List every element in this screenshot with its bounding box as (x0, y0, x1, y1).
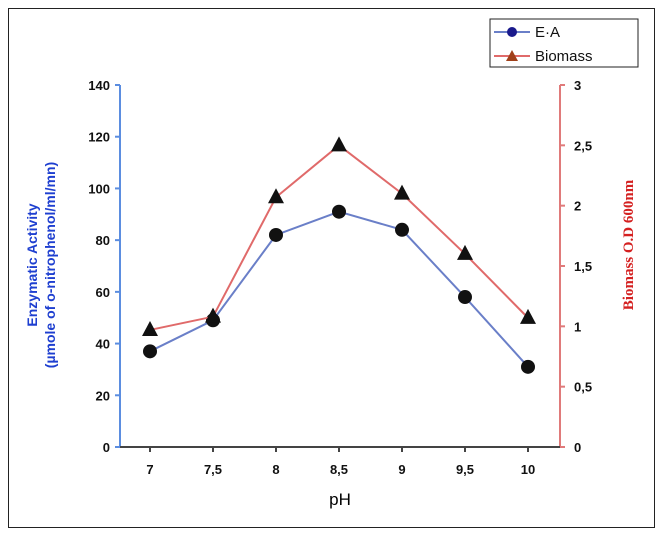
data-point-biomass (268, 188, 284, 204)
right-y-tick-label: 0,5 (574, 380, 592, 395)
data-point-biomass (142, 320, 158, 336)
left-y-tick-label: 120 (88, 130, 110, 145)
data-point-ea (143, 344, 157, 359)
legend-marker-biomass (506, 50, 518, 61)
left-y-tick-label: 60 (96, 285, 110, 300)
right-axis-title: Biomass O.D 600nm (621, 179, 637, 310)
left-axis-title-line2: (µmole of o-nitrophenol/ml/mn) (42, 162, 58, 368)
x-tick-label: 8 (272, 462, 279, 477)
right-y-tick-label: 2 (574, 199, 581, 214)
data-point-biomass (457, 244, 473, 260)
left-y-tick-label: 0 (103, 440, 110, 455)
right-y-tick-label: 1,5 (574, 259, 592, 274)
series-line-ea (149, 210, 529, 368)
x-tick-label: 8,5 (330, 462, 348, 477)
legend-marker-ea (507, 27, 517, 37)
x-axis-title: pH (329, 490, 351, 509)
left-y-tick-label: 40 (96, 337, 110, 352)
data-point-ea (395, 222, 409, 237)
left-y-tick-label: 100 (88, 181, 110, 196)
data-point-biomass (394, 184, 410, 200)
left-axis-title-line1: Enzymatic Activity (24, 203, 40, 326)
x-tick-label: 7,5 (204, 462, 222, 477)
x-tick-label: 7 (146, 462, 153, 477)
data-point-ea (458, 290, 472, 305)
data-point-ea (269, 227, 283, 242)
left-y-tick-label: 80 (96, 233, 110, 248)
legend-label-biomass: Biomass (535, 48, 593, 65)
right-y-tick-label: 0 (574, 440, 581, 455)
x-tick-label: 9 (398, 462, 405, 477)
plot-area: 0 20 40 60 80 100 120 140 0 0,5 1 1,5 2 2,5 3 7 7,5 8 8,5 9… (88, 78, 592, 477)
left-y-tick-label: 140 (88, 78, 110, 93)
right-y-tick-label: 2,5 (574, 138, 592, 153)
x-tick-label: 9,5 (456, 462, 474, 477)
x-tick-label: 10 (521, 462, 535, 477)
right-y-tick-label: 3 (574, 78, 581, 93)
data-point-ea (332, 204, 346, 219)
legend: E·A Biomass (489, 18, 639, 68)
right-y-tick-label: 1 (574, 319, 581, 334)
data-point-biomass (331, 136, 347, 152)
series-line-biomass (149, 144, 529, 331)
legend-label-ea: E·A (535, 24, 560, 41)
data-point-ea (521, 359, 535, 374)
data-point-biomass (205, 307, 221, 323)
left-y-tick-label: 20 (96, 388, 110, 403)
chart-frame (8, 8, 655, 528)
data-point-biomass (520, 308, 536, 324)
